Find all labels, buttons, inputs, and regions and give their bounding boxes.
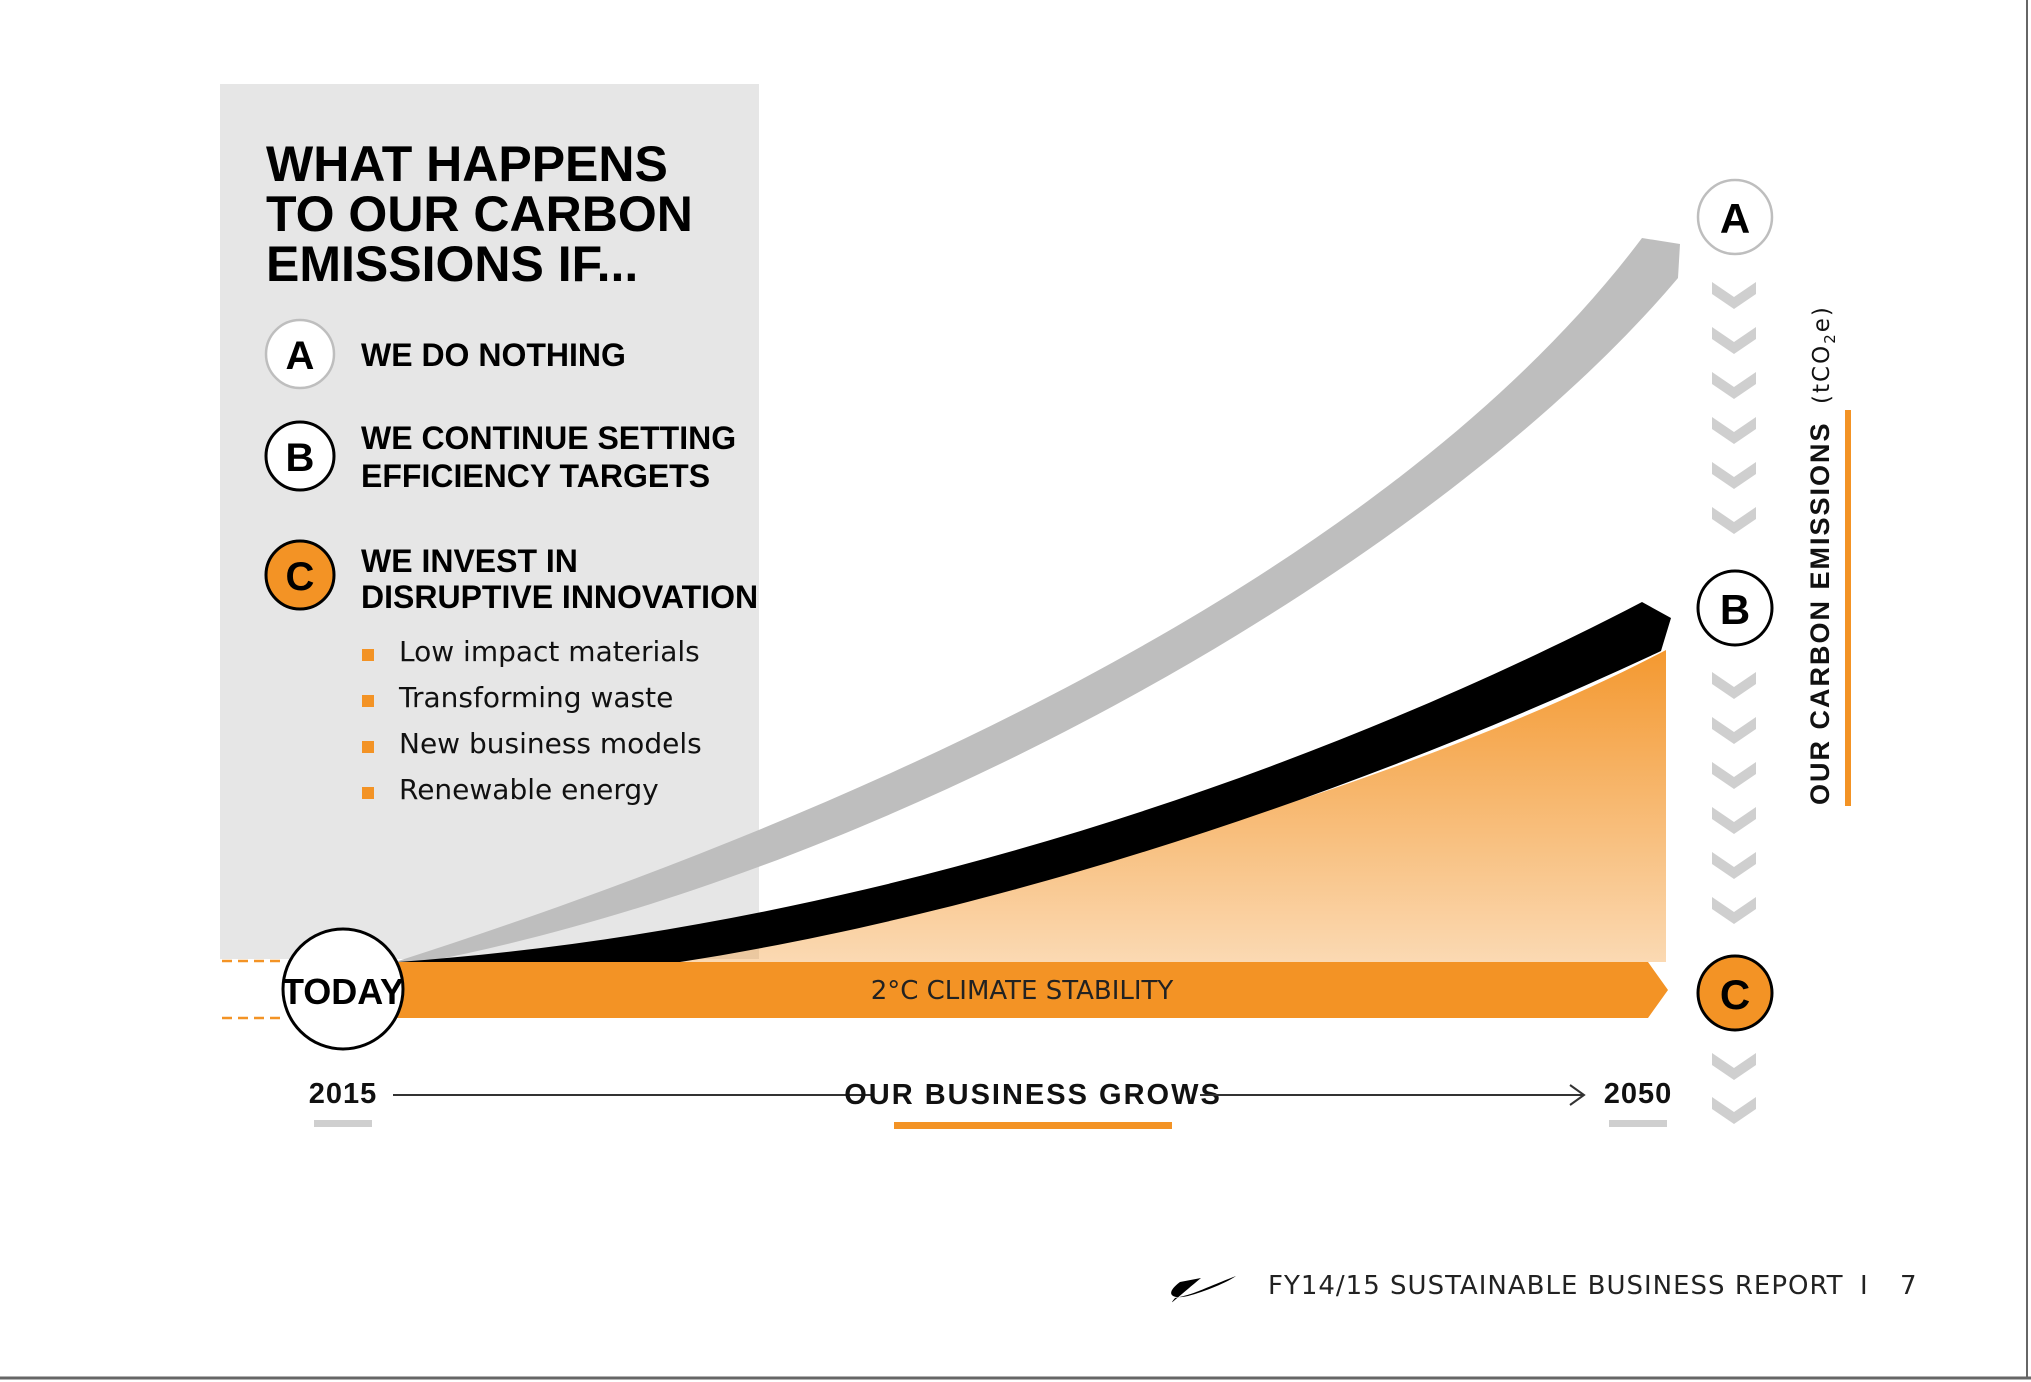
marker-c: C <box>1696 954 1774 1032</box>
chevron-down-icon <box>1712 282 1756 309</box>
innovation-area <box>680 650 1666 962</box>
chevron-down-icon <box>1712 807 1756 834</box>
svg-text:C: C <box>286 555 315 599</box>
svg-text:A: A <box>286 334 315 378</box>
marker-a: A <box>1696 178 1774 256</box>
x-axis-label: OUR BUSINESS GROWS <box>844 1079 1222 1111</box>
svg-text:WE CONTINUE SETTING: WE CONTINUE SETTING <box>361 420 736 456</box>
svg-text:EMISSIONS IF...: EMISSIONS IF... <box>266 236 638 292</box>
svg-text:EFFICIENCY TARGETS: EFFICIENCY TARGETS <box>361 458 710 494</box>
footer-report-title: FY14/15 SUSTAINABLE BUSINESS REPORT <box>1268 1271 1844 1301</box>
bullet-square-icon <box>362 649 374 661</box>
svg-text:TODAY: TODAY <box>282 971 404 1012</box>
y-axis-label: OUR CARBON EMISSIONS <box>1805 421 1835 805</box>
x-axis-start-underline <box>314 1120 372 1127</box>
footer: FY14/15 SUSTAINABLE BUSINESS REPORT I 7 <box>1171 1271 1917 1303</box>
x-axis-end: 2050 <box>1604 1078 1673 1110</box>
svg-text:DISRUPTIVE INNOVATION: DISRUPTIVE INNOVATION <box>361 579 758 615</box>
svg-text:A: A <box>1720 195 1750 242</box>
climate-stability-band <box>396 962 1668 1018</box>
footer-separator: I <box>1860 1271 1868 1301</box>
chevron-down-icon <box>1712 417 1756 444</box>
innovation-list: Low impact materials Transforming waste … <box>362 635 702 806</box>
y-axis: OUR CARBON EMISSIONS (tCO2e) <box>1805 305 1839 805</box>
legend-panel <box>220 84 759 959</box>
y-axis-unit-subscript: 2 <box>1821 332 1839 344</box>
chevron-down-icon <box>1712 1053 1756 1080</box>
chevron-down-icon <box>1712 462 1756 489</box>
svg-text:WE DO NOTHING: WE DO NOTHING <box>361 337 626 373</box>
svg-text:B: B <box>286 436 315 480</box>
chevron-down-icon <box>1712 897 1756 924</box>
chevron-down-icon <box>1712 372 1756 399</box>
list-item: Renewable energy <box>362 773 659 806</box>
scenario-a-badge <box>264 318 336 390</box>
chevron-down-icon <box>1712 507 1756 534</box>
chevron-down-icon <box>1712 852 1756 879</box>
chevron-down-icon <box>1712 717 1756 744</box>
x-axis: 2015 OUR BUSINESS GROWS 2050 <box>309 1078 1673 1129</box>
bullet-square-icon <box>362 741 374 753</box>
chevron-down-icon <box>1712 672 1756 699</box>
y-axis-accent-bar <box>1845 410 1851 806</box>
list-item: New business models <box>362 727 702 760</box>
svg-text:C: C <box>1720 971 1750 1018</box>
svg-text:Transforming waste: Transforming waste <box>398 681 673 714</box>
svg-text:WE INVEST IN: WE INVEST IN <box>361 543 578 579</box>
bullet-square-icon <box>362 787 374 799</box>
marker-b: B <box>1696 569 1774 647</box>
chevron-down-icon <box>1712 327 1756 354</box>
y-axis-unit: (tCO <box>1809 344 1835 404</box>
legend-item-a: A WE DO NOTHING <box>264 318 626 390</box>
list-item: Low impact materials <box>362 635 700 668</box>
svg-text:TO OUR CARBON: TO OUR CARBON <box>266 186 693 242</box>
legend-item-b: B WE CONTINUE SETTING EFFICIENCY TARGETS <box>264 420 736 494</box>
chevron-down-icon <box>1712 1097 1756 1124</box>
svg-text:WHAT HAPPENS: WHAT HAPPENS <box>266 136 668 192</box>
list-item: Transforming waste <box>362 681 673 714</box>
svg-text:Renewable energy: Renewable energy <box>399 773 659 806</box>
x-axis-end-underline <box>1609 1120 1667 1127</box>
scenario-b-badge <box>264 420 336 492</box>
bullet-square-icon <box>362 695 374 707</box>
today-marker: TODAY <box>281 927 405 1051</box>
legend-item-c: C WE INVEST IN DISRUPTIVE INNOVATION <box>264 539 758 615</box>
climate-stability-label: 2°C CLIMATE STABILITY <box>871 976 1174 1006</box>
svg-text:New business models: New business models <box>399 727 702 760</box>
page-number: 7 <box>1900 1271 1917 1301</box>
svg-text:OUR CARBON EMISSIONS (tC: OUR CARBON EMISSIONS (tCO2e) <box>1805 305 1839 805</box>
page-title: WHAT HAPPENS TO OUR CARBON EMISSIONS IF.… <box>266 136 693 292</box>
y-axis-unit-end: e) <box>1809 305 1835 332</box>
axis-arrowhead-icon <box>1569 1084 1586 1106</box>
chevron-down-icon <box>1712 762 1756 789</box>
x-axis-label-underline <box>894 1122 1172 1129</box>
scenario-c-badge <box>264 539 336 611</box>
x-axis-start: 2015 <box>309 1078 378 1110</box>
svg-text:Low impact materials: Low impact materials <box>399 635 700 668</box>
svg-text:B: B <box>1720 586 1750 633</box>
swoosh-logo-icon <box>1171 1276 1236 1303</box>
